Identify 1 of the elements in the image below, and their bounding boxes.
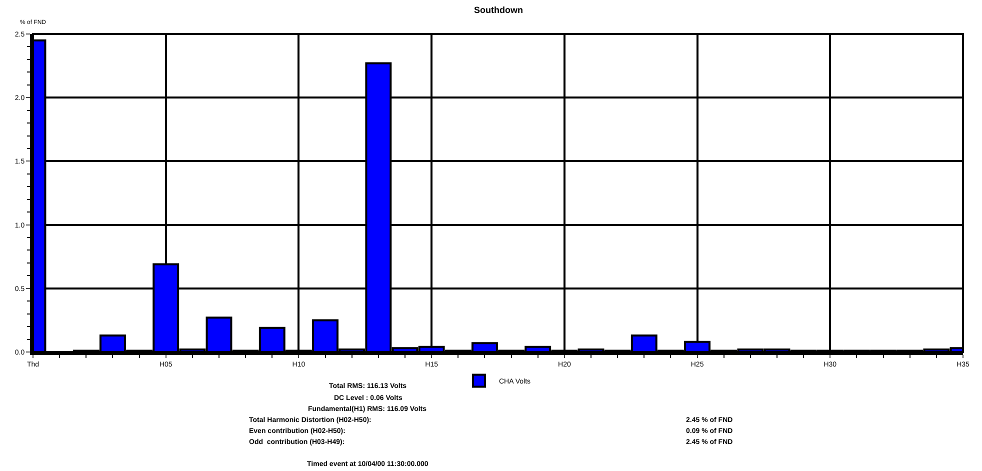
chart-title: Southdown [474,5,523,15]
